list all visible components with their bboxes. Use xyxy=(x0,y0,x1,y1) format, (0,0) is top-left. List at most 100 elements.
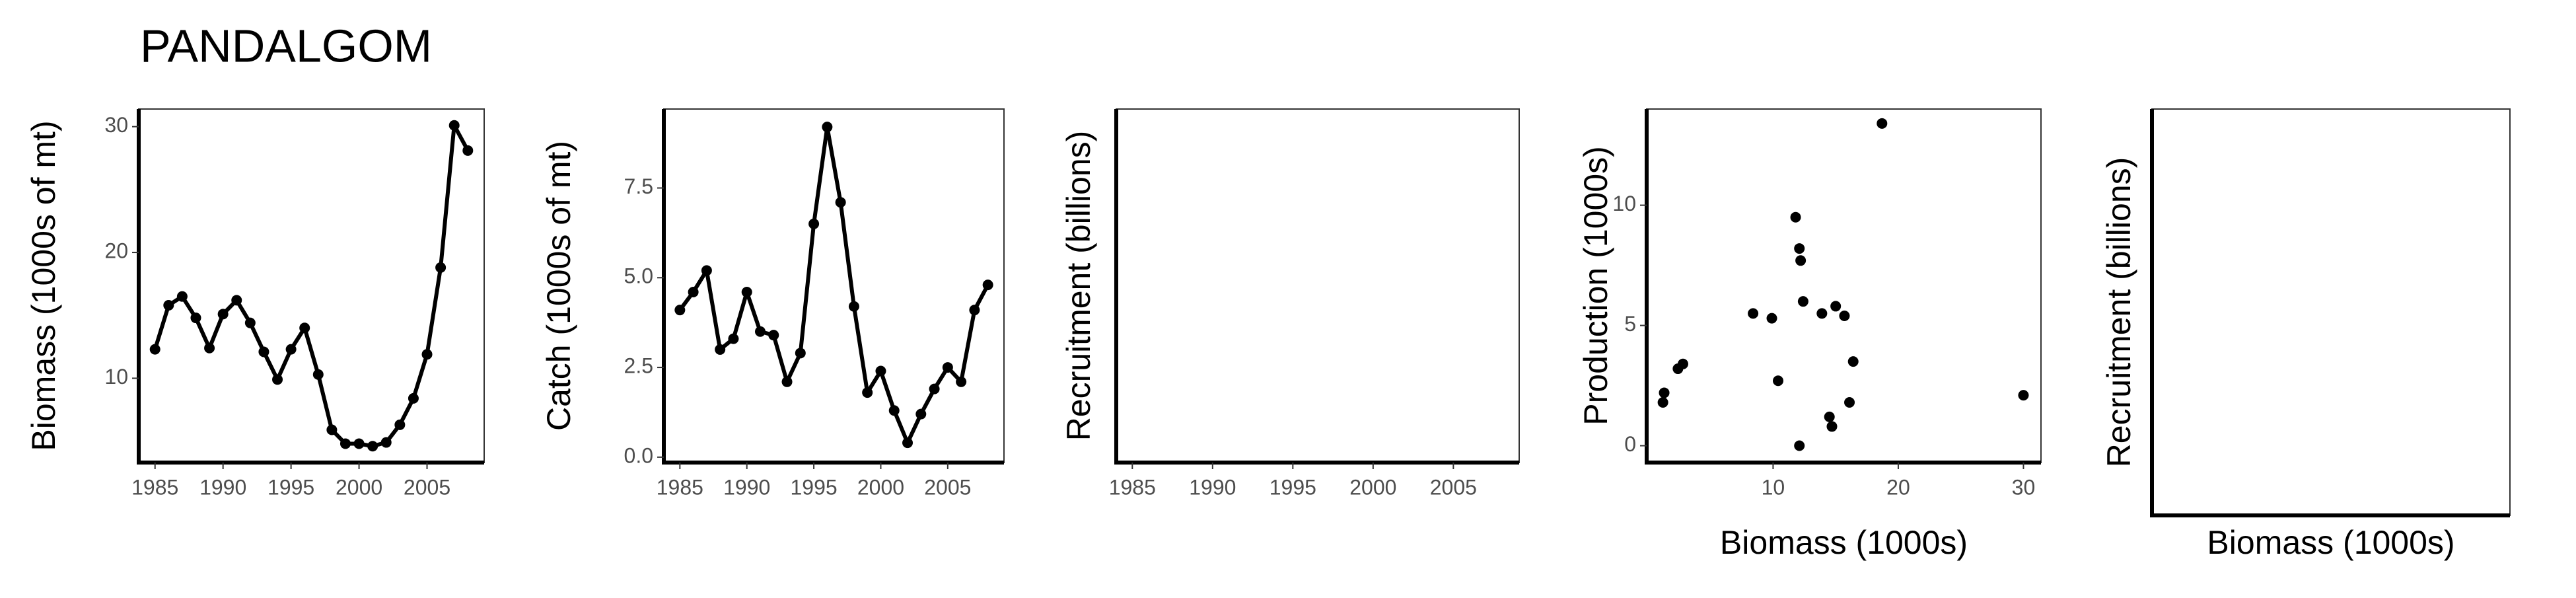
y-tick-label: 2.5 xyxy=(624,354,653,378)
point xyxy=(754,326,766,337)
figure-title: PANDALGOM xyxy=(140,20,432,71)
point xyxy=(741,287,752,298)
point xyxy=(781,376,793,387)
point xyxy=(942,362,953,373)
point xyxy=(915,408,927,420)
point xyxy=(1839,310,1850,321)
point xyxy=(285,344,297,355)
point xyxy=(1790,211,1801,223)
point xyxy=(1773,375,1783,387)
point xyxy=(888,405,900,416)
x-tick-label: 30 xyxy=(2012,475,2036,499)
point xyxy=(1824,411,1835,422)
point xyxy=(688,287,699,298)
point xyxy=(674,305,686,316)
x-tick-label: 1995 xyxy=(268,475,314,499)
point xyxy=(768,330,779,341)
y-tick-label: 5 xyxy=(1624,312,1636,336)
point xyxy=(190,313,201,324)
point xyxy=(272,374,283,385)
point xyxy=(353,438,365,449)
x-tick-label: 2000 xyxy=(857,475,904,499)
point xyxy=(1816,308,1828,319)
y-tick-label: 30 xyxy=(104,113,128,137)
x-tick-label: 1990 xyxy=(199,475,246,499)
point xyxy=(163,300,174,311)
point xyxy=(982,280,993,291)
point xyxy=(835,197,846,208)
point xyxy=(1847,356,1859,367)
point xyxy=(1794,243,1805,254)
point xyxy=(715,344,726,355)
point xyxy=(701,265,712,276)
point xyxy=(1830,301,1842,312)
point xyxy=(929,383,940,394)
y-axis-label: Recruitment (billions) xyxy=(2100,157,2137,468)
point xyxy=(795,348,806,359)
x-tick-label: 2000 xyxy=(336,475,382,499)
y-axis-label: Production (1000s) xyxy=(1577,146,1614,425)
x-tick-label: 10 xyxy=(1762,475,1785,499)
point xyxy=(848,301,859,312)
point xyxy=(367,441,378,452)
x-axis-label: Biomass (1000s) xyxy=(2207,524,2454,561)
point xyxy=(1794,440,1805,451)
y-axis-label: Catch (1000s of mt) xyxy=(540,141,577,431)
point xyxy=(1795,255,1807,266)
x-tick-label: 1985 xyxy=(131,475,178,499)
x-axis-label: Biomass (1000s) xyxy=(1720,524,1968,561)
y-tick-label: 20 xyxy=(104,239,128,262)
point xyxy=(808,218,820,229)
x-tick-label: 2005 xyxy=(1430,475,1477,499)
point xyxy=(217,309,229,320)
panel-border xyxy=(2151,108,2511,516)
point xyxy=(1826,421,1838,432)
x-tick-label: 20 xyxy=(1886,475,1910,499)
point xyxy=(435,262,447,273)
panel-border xyxy=(1646,108,2042,463)
point xyxy=(231,295,242,306)
point xyxy=(1766,313,1777,324)
point xyxy=(326,424,338,435)
x-tick-label: 1985 xyxy=(1109,475,1156,499)
y-tick-label: 7.5 xyxy=(624,174,653,198)
x-tick-label: 2000 xyxy=(1349,475,1396,499)
x-tick-label: 1990 xyxy=(723,475,770,499)
point xyxy=(299,322,310,334)
x-tick-label: 1990 xyxy=(1189,475,1236,499)
series-line xyxy=(678,125,990,445)
point xyxy=(462,145,474,156)
y-tick-label: 5.0 xyxy=(624,264,653,288)
point xyxy=(204,342,215,354)
point xyxy=(728,333,739,344)
point xyxy=(394,419,406,430)
x-tick-label: 1995 xyxy=(1270,475,1316,499)
point xyxy=(902,437,913,449)
x-tick-label: 2005 xyxy=(404,475,450,499)
point xyxy=(244,317,256,328)
point xyxy=(408,392,419,404)
point xyxy=(258,346,269,357)
panel-border xyxy=(138,108,485,463)
y-tick-label: 10 xyxy=(1612,192,1636,215)
point xyxy=(340,438,351,449)
x-tick-label: 1995 xyxy=(790,475,837,499)
point xyxy=(1844,397,1855,408)
y-axis-label: Biomass (1000s of mt) xyxy=(25,120,62,451)
point xyxy=(176,291,188,302)
point xyxy=(822,122,833,133)
point xyxy=(149,344,161,355)
point xyxy=(1657,397,1668,408)
series-line xyxy=(153,123,470,449)
panel-border xyxy=(1116,108,1520,463)
point xyxy=(1677,358,1688,369)
point xyxy=(1748,308,1759,319)
y-tick-label: 10 xyxy=(104,365,128,389)
point xyxy=(448,120,460,131)
point xyxy=(969,305,980,316)
point xyxy=(312,369,324,380)
x-tick-label: 1985 xyxy=(657,475,703,499)
y-axis-label: Recruitment (billions) xyxy=(1060,131,1097,441)
x-tick-label: 2005 xyxy=(924,475,971,499)
